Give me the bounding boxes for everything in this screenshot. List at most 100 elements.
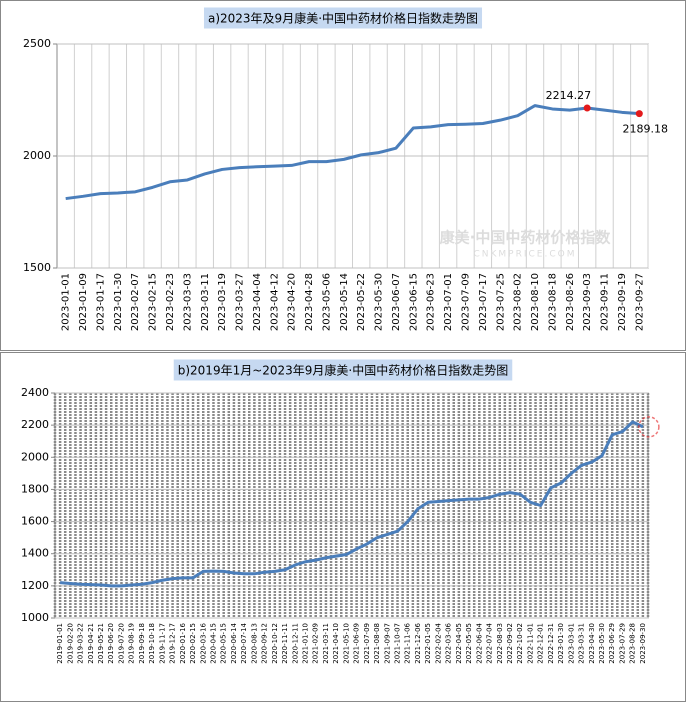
x-tick-label: 2023-03-27 xyxy=(235,273,246,331)
y-tick-label: 1500 xyxy=(23,261,51,274)
y-tick-label: 1600 xyxy=(21,515,49,528)
x-tick-label: 2023-05-30 xyxy=(374,273,385,331)
highlight-point xyxy=(583,104,591,112)
x-tick-label: 2023-05-14 xyxy=(339,273,350,331)
x-tick-label: 2023-09-11 xyxy=(600,273,611,331)
x-tick-label: 2022-05-05 xyxy=(465,623,473,664)
x-tick-label: 2021-02-09 xyxy=(312,623,320,664)
chart-title: b)2019年1月~2023年9月康美·中国中药材价格日指数走势图 xyxy=(178,363,509,378)
x-tick-label: 2022-07-04 xyxy=(486,622,494,663)
y-tick-label: 1400 xyxy=(21,547,49,560)
x-tick-label: 2023-04-30 xyxy=(588,623,596,664)
x-tick-label: 2023-08-02 xyxy=(513,273,524,331)
x-tick-label: 2023-05-22 xyxy=(356,273,367,331)
x-tick-label: 2021-04-10 xyxy=(332,623,340,664)
x-tick-label: 2020-11-11 xyxy=(281,623,289,664)
y-tick-label: 2000 xyxy=(23,149,51,162)
watermark: 康美·中国中药材价格指数 xyxy=(440,229,612,247)
highlight-point xyxy=(635,110,643,118)
x-tick-label: 2022-01-05 xyxy=(424,623,432,664)
x-tick-label: 2019-04-21 xyxy=(87,623,95,664)
x-tick-label: 2023-08-18 xyxy=(547,273,558,331)
data-line xyxy=(65,104,640,201)
x-tick-label: 2022-08-03 xyxy=(496,623,504,664)
value-label: 2189.18 xyxy=(623,123,669,136)
x-tick-label: 2023-03-31 xyxy=(578,623,586,664)
x-tick-label: 2023-03-19 xyxy=(217,273,228,331)
x-tick-label: 2023-04-28 xyxy=(304,273,315,331)
x-tick-label: 2019-10-18 xyxy=(148,623,156,664)
x-tick-label: 2020-09-12 xyxy=(261,623,269,664)
x-tick-label: 2023-07-01 xyxy=(443,273,454,331)
x-tick-label: 2021-01-10 xyxy=(301,623,309,664)
title-background xyxy=(203,7,483,29)
x-tick-label: 2020-03-16 xyxy=(199,622,207,663)
data-line xyxy=(59,420,644,588)
x-tick-label: 2021-06-09 xyxy=(353,623,361,664)
x-tick-label: 2021-10-07 xyxy=(394,623,402,664)
last-point-ring xyxy=(638,416,660,438)
x-tick-label: 2023-08-10 xyxy=(530,273,541,331)
x-tick-label: 2019-03-22 xyxy=(77,623,85,664)
x-tick-label: 2023-04-04 xyxy=(252,273,263,331)
x-tick-label: 2021-08-08 xyxy=(373,623,381,664)
y-tick-label: 2200 xyxy=(21,418,49,431)
x-tick-label: 2023-08-26 xyxy=(565,273,576,331)
x-tick-label: 2019-06-20 xyxy=(107,623,115,664)
x-tick-label: 2023-03-11 xyxy=(200,273,211,331)
y-tick-label: 2400 xyxy=(21,386,49,399)
x-tick-label: 2022-06-04 xyxy=(475,622,483,663)
x-tick-label: 2020-04-15 xyxy=(209,623,217,664)
chart-title: a)2023年及9月康美·中国中药材价格日指数走势图 xyxy=(208,11,478,26)
x-tick-label: 2019-05-21 xyxy=(97,623,105,664)
value-label: 2214.27 xyxy=(546,89,592,102)
x-tick-label: 2020-01-16 xyxy=(179,622,187,663)
x-tick-label: 2020-10-12 xyxy=(271,623,279,664)
x-tick-label: 2020-06-14 xyxy=(230,622,238,663)
x-tick-label: 2023-07-09 xyxy=(460,273,471,331)
y-tick-label: 2000 xyxy=(21,450,49,463)
x-tick-label: 2021-09-07 xyxy=(383,623,391,664)
x-tick-label: 2023-01-17 xyxy=(95,273,106,331)
x-tick-label: 2020-02-15 xyxy=(189,623,197,664)
x-tick-label: 2023-09-19 xyxy=(617,273,628,331)
x-tick-label: 2023-06-29 xyxy=(608,623,616,664)
x-tick-label: 2022-12-31 xyxy=(547,623,555,664)
x-tick-label: 2023-09-03 xyxy=(582,273,593,331)
x-tick-label: 2019-12-17 xyxy=(169,623,177,664)
x-tick-label: 2019-11-17 xyxy=(158,623,166,664)
x-tick-label: 2019-01-01 xyxy=(56,623,64,664)
x-tick-label: 2023-09-27 xyxy=(634,273,645,331)
x-tick-label: 2023-06-23 xyxy=(426,273,437,331)
x-tick-label: 2021-05-10 xyxy=(342,623,350,664)
x-tick-label: 2023-09-30 xyxy=(639,623,647,664)
x-tick-label: 2023-01-30 xyxy=(113,273,124,331)
x-tick-label: 2019-02-20 xyxy=(66,623,74,664)
x-tick-label: 2020-05-15 xyxy=(220,623,228,664)
y-tick-label: 1200 xyxy=(21,579,49,592)
x-tick-label: 2022-11-01 xyxy=(526,623,534,664)
x-tick-label: 2023-02-07 xyxy=(130,273,141,331)
x-tick-label: 2021-07-09 xyxy=(363,623,371,664)
x-tick-label: 2023-01-09 xyxy=(78,273,89,331)
x-tick-label: 2020-12-11 xyxy=(291,623,299,664)
x-tick-label: 2023-01-30 xyxy=(557,623,565,664)
watermark: CNKMPRICE.COM xyxy=(474,250,577,260)
x-tick-label: 2023-01-01 xyxy=(61,273,72,331)
x-tick-label: 2023-07-25 xyxy=(495,273,506,331)
x-tick-label: 2023-02-23 xyxy=(165,273,176,331)
y-tick-label: 2500 xyxy=(23,37,51,50)
x-tick-label: 2019-08-19 xyxy=(128,623,136,664)
x-tick-label: 2023-05-30 xyxy=(598,623,606,664)
title-background xyxy=(173,359,513,381)
x-tick-label: 2020-07-14 xyxy=(240,622,248,663)
x-tick-label: 2023-08-28 xyxy=(629,623,637,664)
x-tick-label: 2022-03-06 xyxy=(445,622,453,663)
x-tick-label: 2022-10-02 xyxy=(516,623,524,664)
x-tick-label: 2022-12-01 xyxy=(537,623,545,664)
x-tick-label: 2022-09-02 xyxy=(506,623,514,664)
y-tick-label: 1800 xyxy=(21,482,49,495)
x-tick-label: 2020-08-13 xyxy=(250,623,258,664)
x-tick-label: 2023-04-20 xyxy=(287,273,298,331)
